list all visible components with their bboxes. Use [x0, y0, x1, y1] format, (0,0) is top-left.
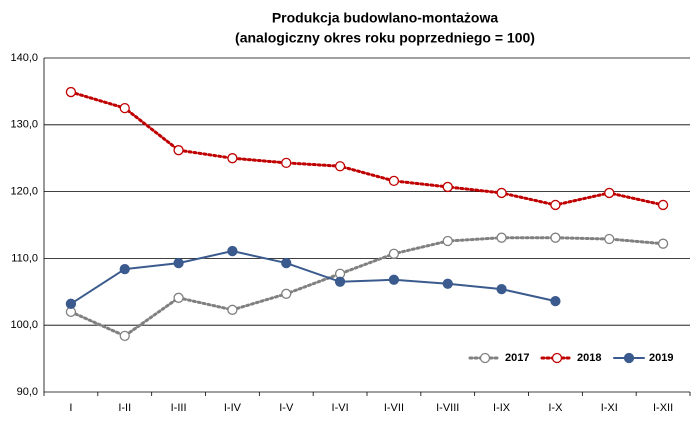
point — [657, 238, 669, 249]
legend-label: 2017 — [505, 352, 529, 364]
point — [281, 157, 292, 169]
chart-title: Produkcja budowlano-montażowa — [272, 10, 499, 26]
x-tick-label: I-VI — [332, 402, 349, 414]
x-tick-label: I-VII — [384, 402, 404, 414]
series-line — [69, 236, 665, 338]
point — [119, 102, 130, 114]
point — [388, 274, 400, 285]
x-tick-label: I-IX — [493, 402, 511, 414]
x-tick-label: I — [69, 402, 72, 414]
x-tick-label: I-X — [548, 402, 563, 414]
legend-marker — [479, 352, 491, 364]
point — [388, 248, 400, 259]
point — [550, 232, 561, 243]
point — [496, 232, 507, 243]
point — [604, 233, 615, 245]
x-tick-label: I-III — [171, 402, 187, 414]
y-tick-label: 140,0 — [10, 52, 38, 64]
legend-marker — [623, 352, 635, 364]
point — [173, 257, 184, 269]
point — [496, 283, 507, 295]
point — [227, 245, 238, 257]
legend-label: 2018 — [577, 352, 601, 364]
y-tick-label: 130,0 — [10, 119, 38, 131]
x-tick-label: I-II — [118, 402, 131, 414]
legend-label: 2019 — [649, 352, 673, 364]
x-tick-label: I-XI — [601, 402, 618, 414]
point — [119, 330, 130, 342]
point — [657, 199, 669, 211]
x-tick-label: I-IV — [224, 402, 242, 414]
point — [334, 161, 346, 172]
y-tick-label: 100,0 — [10, 319, 38, 331]
point — [550, 199, 561, 211]
point — [442, 235, 453, 247]
point — [119, 263, 130, 275]
point — [227, 153, 238, 164]
point — [281, 257, 292, 269]
chart-subtitle: (analogiczny okres roku poprzedniego = 1… — [235, 30, 535, 46]
legend-marker — [551, 352, 563, 364]
x-tick-label: I-XII — [653, 402, 673, 414]
series-line — [69, 250, 557, 305]
point — [334, 276, 346, 287]
point — [65, 298, 77, 309]
point — [442, 278, 453, 289]
point — [604, 187, 615, 199]
point — [227, 304, 238, 315]
x-tick-label: I-V — [279, 402, 294, 414]
y-tick-label: 90,0 — [17, 386, 38, 398]
y-tick-label: 110,0 — [11, 252, 38, 264]
series-line — [69, 90, 665, 207]
point — [442, 181, 453, 193]
point — [388, 175, 400, 187]
x-tick-label: I-VIII — [436, 402, 459, 414]
point — [550, 296, 561, 307]
point — [496, 187, 507, 199]
point — [173, 292, 184, 303]
point — [281, 288, 292, 299]
point — [173, 145, 184, 156]
point — [65, 86, 77, 98]
y-tick-label: 120,0 — [10, 186, 38, 198]
